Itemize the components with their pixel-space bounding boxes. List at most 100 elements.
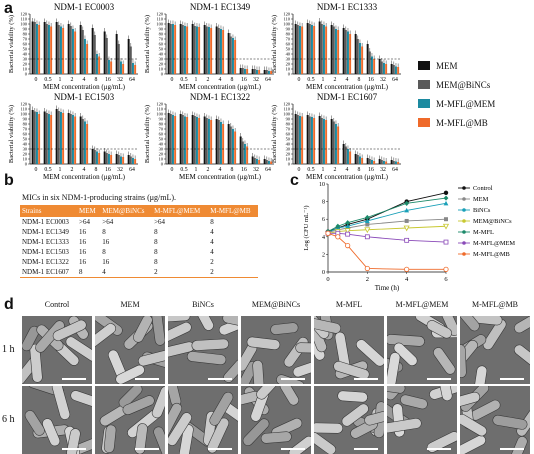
y-tick-label: 20	[159, 152, 164, 157]
y-axis-label: Bacterial viability (%)	[271, 15, 278, 73]
y-tick-label: 6	[322, 217, 325, 223]
y-tick-label: 0	[25, 162, 28, 167]
y-tick-label: 70	[159, 127, 164, 132]
table-cell: 8	[102, 228, 106, 236]
panel-letter-c: c	[290, 172, 299, 189]
y-tick-label: 50	[23, 47, 28, 52]
bar	[251, 69, 254, 74]
bar	[167, 113, 170, 164]
legend-swatch	[418, 99, 430, 108]
bar	[31, 21, 34, 74]
bacterium-rod	[472, 365, 488, 384]
y-tick-label: 90	[23, 27, 28, 32]
bar	[373, 59, 376, 74]
bar	[265, 70, 268, 74]
bacterium-rod	[191, 338, 229, 351]
bacterium-rod	[133, 316, 153, 343]
micrograph-column-label: MEM	[120, 300, 140, 309]
x-tick-label: 16	[368, 167, 374, 173]
bar	[62, 28, 65, 74]
data-point	[404, 218, 409, 223]
table-cell: NDM-1 EC1607	[20, 267, 78, 278]
x-tick-label: 4	[346, 167, 349, 173]
y-tick-label: 70	[286, 37, 291, 42]
bar	[33, 111, 36, 164]
data-point	[443, 200, 449, 206]
table-cell: >64	[154, 218, 166, 226]
table-cell: 4	[210, 248, 214, 256]
bar	[134, 159, 137, 164]
x-axis-label: MEM concentration (μg/mL)	[306, 83, 389, 91]
table-cell: 8	[154, 248, 158, 256]
legend-item: MEM	[418, 56, 530, 75]
bacterium-rod	[279, 386, 299, 406]
x-tick-label: 0	[171, 77, 174, 83]
chart-title: NDM-1 EC0003	[54, 2, 115, 12]
x-tick-label: 2	[334, 77, 337, 83]
y-tick-label: 80	[286, 32, 291, 37]
bar-chart-6: NDM-1 EC16070102030405060708090100110120…	[271, 92, 401, 181]
table-cell: 16	[79, 258, 87, 266]
bar	[81, 30, 84, 74]
bar	[311, 117, 313, 164]
bacterium-rod	[65, 336, 92, 362]
bar	[117, 155, 120, 164]
bar	[91, 28, 94, 74]
bar	[181, 25, 184, 74]
x-tick-label: 6	[444, 276, 448, 283]
bacterium-rod	[242, 418, 270, 446]
table-cell: 4	[210, 228, 214, 236]
legend-swatch	[418, 61, 430, 70]
bar	[301, 116, 304, 164]
y-tick-label: 0	[25, 72, 28, 77]
bar	[308, 24, 311, 74]
y-tick-label: 60	[23, 42, 28, 47]
bacterium-rod	[186, 351, 227, 366]
y-tick-label: 50	[23, 137, 28, 142]
table-cell: 8	[154, 238, 158, 246]
y-tick-label: 110	[284, 17, 291, 22]
x-tick-label: 64	[129, 77, 135, 83]
y-tick-label: 60	[286, 132, 291, 137]
bacterium-rod	[295, 342, 311, 354]
bar	[132, 63, 134, 74]
bacterium-rod	[364, 408, 384, 426]
x-axis-label: MEM concentration (μg/mL)	[179, 83, 262, 91]
bar	[36, 112, 38, 164]
bar	[229, 126, 232, 164]
bar	[122, 157, 125, 164]
bar	[127, 155, 130, 164]
bar	[215, 119, 218, 164]
micrograph-column-label: M-MFL	[335, 300, 363, 309]
y-tick-label: 90	[286, 27, 291, 32]
bar	[110, 155, 113, 164]
table-cell: 8	[102, 248, 106, 256]
bacterium-rod	[492, 414, 528, 430]
y-tick-label: 10	[23, 67, 28, 72]
y-tick-label: 120	[283, 102, 290, 107]
bacterium-rod	[387, 386, 406, 394]
micrograph-image	[22, 386, 92, 454]
x-tick-label: 1	[195, 77, 198, 83]
bar	[359, 43, 361, 74]
scale-bar	[500, 378, 524, 380]
table-row: NDM-1 EC1322 16 16 8 2	[20, 257, 258, 267]
bar	[184, 116, 186, 164]
x-tick-label: 0.5	[307, 77, 314, 83]
y-tick-label: 80	[286, 122, 291, 127]
panel-c-time-kill-chart: 0 2 4 6 8 10 0 2 4 6 Time (h) Log (CFU mL⁻¹) Control…	[303, 182, 515, 292]
y-tick-label: 30	[159, 57, 164, 62]
y-tick-label: 50	[159, 137, 164, 142]
table-cell: 16	[102, 238, 110, 246]
table-cell: >64	[102, 218, 114, 226]
bar	[349, 151, 352, 164]
x-tick-label: 0	[35, 77, 38, 83]
bar	[55, 22, 58, 74]
bar	[79, 116, 82, 164]
table-cell: 2	[208, 267, 258, 278]
table-cell: 16	[102, 258, 110, 266]
series-line	[327, 197, 447, 232]
y-tick-label: 70	[23, 127, 28, 132]
bar	[172, 24, 174, 74]
bar	[69, 26, 72, 74]
